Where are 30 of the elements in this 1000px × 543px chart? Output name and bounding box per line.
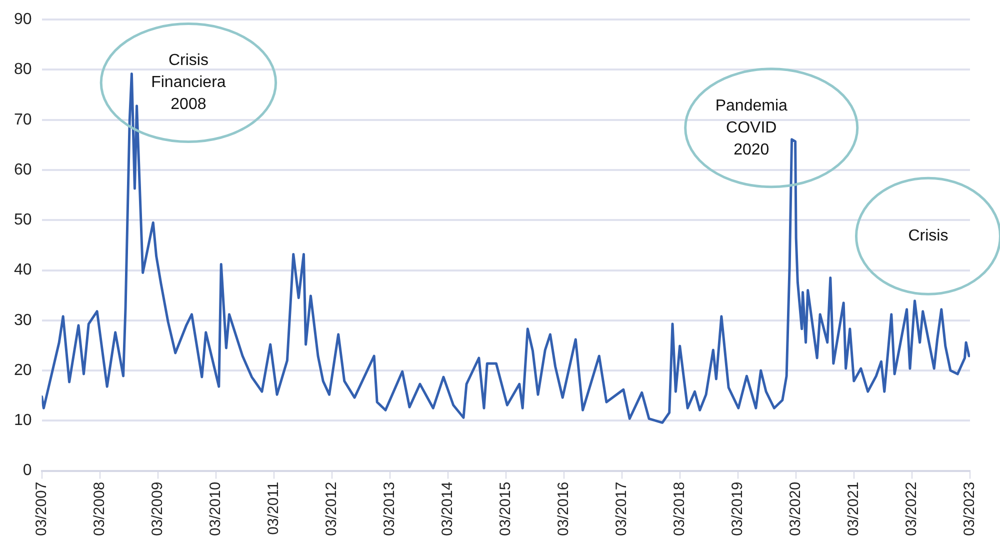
y-tick-label: 90 — [14, 11, 32, 28]
x-tick-label: 03/2019 — [729, 482, 746, 536]
annotation: Crisis Financiera 2008 — [151, 52, 226, 114]
x-tick-label: 03/2014 — [439, 482, 456, 536]
x-tick-label: 03/2013 — [381, 482, 398, 536]
x-tick-label: 03/2020 — [787, 482, 804, 536]
x-tick-label: 03/2010 — [207, 482, 224, 536]
y-tick-label: 0 — [22, 462, 32, 480]
y-tick-label: 50 — [14, 212, 32, 229]
x-tick-label: 03/2022 — [903, 482, 920, 536]
annotation: Crisis — [908, 228, 948, 245]
x-tick-label: 03/2011 — [264, 482, 282, 535]
y-tick-label: 40 — [14, 262, 32, 279]
x-tick-label: 03/2021 — [845, 482, 862, 536]
x-tick-label: 03/2008 — [91, 482, 108, 536]
y-tick-label: 80 — [14, 61, 32, 78]
x-tick-label: 03/2007 — [32, 482, 50, 536]
y-tick-label: 10 — [14, 412, 32, 430]
x-tick-label: 03/2009 — [149, 482, 166, 536]
x-tick-label: 03/2015 — [497, 482, 514, 536]
y-tick-label: 30 — [14, 312, 32, 329]
x-tick-label: 03/2016 — [555, 482, 572, 536]
y-tick-label: 20 — [14, 362, 32, 379]
y-tick-label: 70 — [14, 111, 32, 128]
x-tick-label: 03/2012 — [323, 482, 340, 536]
y-tick-label: 60 — [14, 161, 32, 178]
x-tick-label: 03/2018 — [671, 482, 688, 536]
x-tick-label: 03/2023 — [961, 482, 978, 536]
annotation: Pandemia COVID 2020 — [715, 97, 788, 158]
x-tick-label: 03/2017 — [613, 482, 630, 536]
